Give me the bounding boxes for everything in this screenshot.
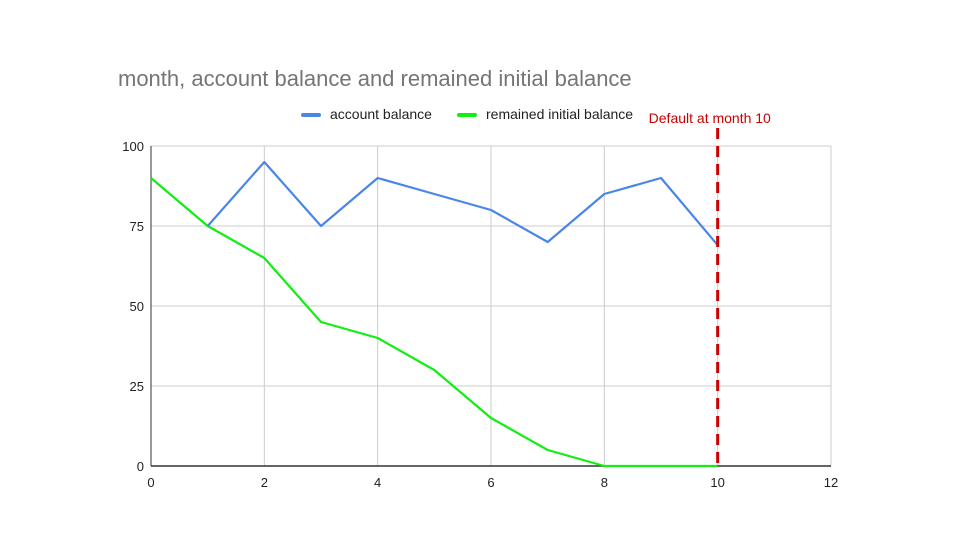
default-annotation-label: Default at month 10 <box>649 110 771 126</box>
x-tick-label: 6 <box>487 475 494 490</box>
y-tick-label: 25 <box>130 379 144 394</box>
x-tick-label: 10 <box>710 475 724 490</box>
series-line-account-balance <box>206 160 719 246</box>
y-tick-label: 50 <box>130 299 144 314</box>
y-tick-label: 0 <box>137 459 144 474</box>
chart-title: month, account balance and remained init… <box>118 66 632 91</box>
legend-label-account-balance: account balance <box>330 106 432 122</box>
x-tick-label: 8 <box>601 475 608 490</box>
x-tick-label: 12 <box>824 475 838 490</box>
x-tick-label: 4 <box>374 475 381 490</box>
legend-label-remained-initial-balance: remained initial balance <box>486 106 633 122</box>
axes: 0 25 50 75 100 0 2 4 6 8 10 12 <box>122 139 838 490</box>
x-tick-label: 2 <box>261 475 268 490</box>
x-tick-label: 0 <box>147 475 154 490</box>
y-tick-label: 100 <box>122 139 144 154</box>
y-tick-label: 75 <box>130 219 144 234</box>
annotation-layer: Default at month 10 <box>649 110 771 470</box>
series-line-remained-initial-balance <box>150 177 718 468</box>
legend: account balance remained initial balance <box>301 106 633 122</box>
series-layer <box>150 160 719 468</box>
